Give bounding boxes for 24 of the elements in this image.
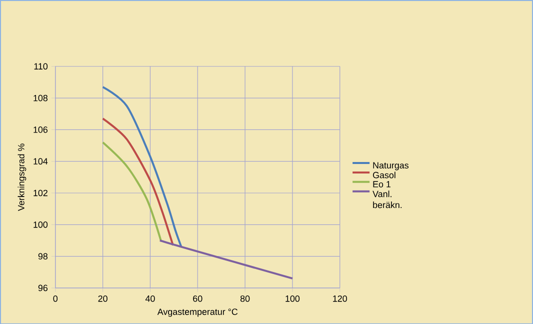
x-tick-label: 100 — [286, 295, 300, 302]
line-series — [102, 117, 174, 246]
legend-label: Vanl. beräkn. — [372, 190, 402, 208]
x-tick-label: 40 — [145, 295, 155, 302]
y-tick-label: 100 — [34, 221, 48, 228]
y-tick-label: 106 — [34, 126, 48, 133]
x-tick-label: 80 — [240, 295, 250, 302]
y-tick-label: 98 — [38, 252, 48, 260]
y-tick-label: 104 — [34, 158, 48, 164]
x-tick-label: 20 — [98, 295, 108, 302]
x-tick-label: 120 — [333, 295, 347, 302]
legend-label: Gasol — [372, 172, 396, 178]
y-tick-label: 110 — [34, 63, 48, 70]
y-axis-title: Verkningsgrad % — [18, 143, 26, 211]
line-series — [102, 141, 162, 242]
legend-label: Naturgas — [373, 162, 409, 170]
x-axis-title: Avgastemperatur °C — [157, 308, 238, 317]
line-series — [102, 86, 182, 248]
y-tick-label: 108 — [34, 94, 48, 102]
y-tick-label: 96 — [38, 284, 48, 291]
y-tick-label: 102 — [34, 190, 48, 196]
legend-label: Eo 1 — [373, 180, 390, 188]
x-tick-label: 0 — [53, 295, 58, 302]
x-tick-label: 60 — [193, 295, 202, 302]
